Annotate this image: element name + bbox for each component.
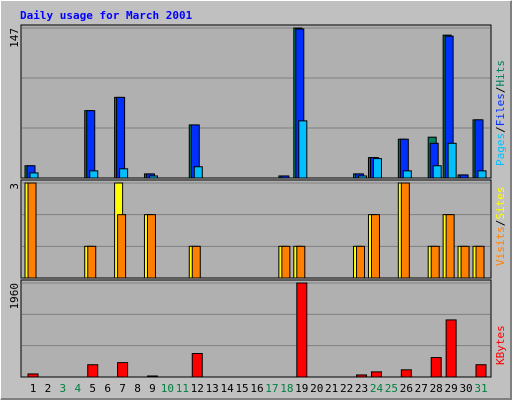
- bar: [400, 182, 410, 279]
- bar: [29, 172, 39, 179]
- bar: [86, 110, 96, 179]
- x-tick-label: 4: [74, 382, 81, 395]
- legend-entry: Hits: [494, 60, 507, 87]
- x-tick-label: 20: [310, 382, 323, 395]
- bar: [281, 245, 291, 279]
- bar: [298, 120, 308, 179]
- y-tick-label: 3: [8, 183, 21, 190]
- bar: [280, 175, 290, 179]
- bar: [475, 245, 485, 279]
- x-tick-label: 14: [221, 382, 235, 395]
- x-tick-label: 8: [134, 382, 141, 395]
- bar: [191, 245, 201, 279]
- bar: [477, 170, 487, 179]
- bar: [370, 371, 382, 378]
- x-tick-label: 17: [265, 382, 278, 395]
- bar: [358, 175, 368, 179]
- x-tick-label: 26: [400, 382, 413, 395]
- bar: [87, 364, 99, 378]
- x-tick-label: 2: [45, 382, 52, 395]
- bar: [445, 319, 457, 378]
- bar: [475, 364, 487, 378]
- x-tick-label: 13: [206, 382, 219, 395]
- x-tick-label: 3: [60, 382, 67, 395]
- x-tick-label: 30: [459, 382, 472, 395]
- bar: [119, 168, 129, 179]
- legend-entry: Files: [494, 93, 507, 126]
- y-tick-label: 147: [8, 28, 21, 48]
- x-tick-label: 27: [415, 382, 428, 395]
- x-tick-label: 23: [355, 382, 368, 395]
- bar: [460, 245, 470, 279]
- chart-title: Daily usage for March 2001: [20, 9, 193, 22]
- bar: [432, 165, 442, 179]
- legend-separator: /: [494, 126, 507, 133]
- bar: [117, 214, 127, 279]
- legend: Pages/Files/Hits: [494, 60, 507, 166]
- bar: [370, 214, 380, 279]
- bar: [356, 374, 368, 378]
- legend: Visits/Sites: [494, 187, 507, 267]
- x-tick-label: 22: [340, 382, 353, 395]
- x-tick-label: 18: [280, 382, 293, 395]
- x-tick-label: 1: [30, 382, 37, 395]
- bar: [447, 142, 457, 179]
- x-tick-label: 5: [89, 382, 96, 395]
- bar: [400, 369, 412, 378]
- legend: KBytes: [494, 325, 507, 365]
- x-tick-label: 24: [370, 382, 384, 395]
- bar: [445, 214, 455, 279]
- x-tick-label: 12: [191, 382, 204, 395]
- bar: [430, 357, 442, 378]
- bar: [117, 362, 129, 378]
- x-tick-label: 25: [385, 382, 398, 395]
- bar: [430, 245, 440, 279]
- legend-entry: Visits: [494, 226, 507, 266]
- legend-entry: Sites: [494, 187, 507, 220]
- bar: [402, 170, 412, 179]
- legend-entry: KBytes: [494, 325, 507, 365]
- x-tick-label: 10: [161, 382, 174, 395]
- bar: [146, 214, 156, 279]
- x-tick-label: 11: [176, 382, 189, 395]
- bar: [146, 375, 158, 378]
- bar: [459, 174, 469, 179]
- bar: [296, 282, 308, 378]
- bar: [193, 166, 203, 179]
- x-tick-label: 6: [104, 382, 111, 395]
- bar: [372, 158, 382, 179]
- bar: [296, 245, 306, 279]
- x-tick-label: 15: [235, 382, 248, 395]
- x-tick-label: 28: [430, 382, 443, 395]
- plot-area: [20, 179, 492, 279]
- bar: [27, 182, 37, 279]
- bar: [356, 245, 366, 279]
- bar: [191, 353, 203, 378]
- legend-entry: Pages: [494, 133, 507, 166]
- plot-area: [20, 279, 492, 378]
- bar: [474, 119, 484, 179]
- legend-separator: /: [494, 87, 507, 94]
- x-tick-label: 31: [474, 382, 487, 395]
- bar: [148, 175, 158, 179]
- legend-separator: /: [494, 220, 507, 227]
- x-tick-label: 16: [250, 382, 263, 395]
- x-tick-label: 9: [149, 382, 156, 395]
- bar: [87, 245, 97, 279]
- x-tick-label: 29: [445, 382, 458, 395]
- y-tick-label: 1960: [8, 283, 21, 310]
- x-tick-label: 21: [325, 382, 338, 395]
- x-tick-label: 19: [295, 382, 308, 395]
- bar: [89, 170, 99, 179]
- bar: [116, 96, 126, 179]
- bar: [27, 373, 39, 378]
- x-tick-label: 7: [119, 382, 126, 395]
- plot-area: [20, 24, 492, 179]
